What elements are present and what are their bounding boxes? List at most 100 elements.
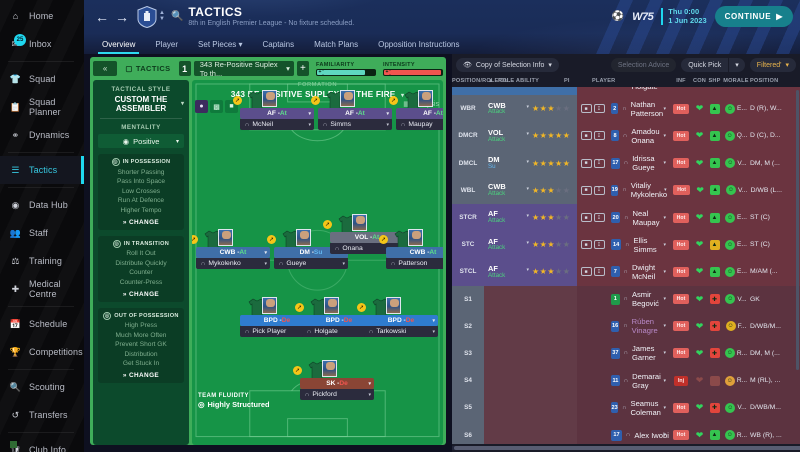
chevron-down-icon[interactable]: ▾ (663, 296, 666, 303)
sidebar-item-scouting[interactable]: 🔍 Scouting (0, 373, 84, 401)
cell-role[interactable]: DM Su ▾ (484, 149, 532, 177)
chevron-down-icon[interactable]: ▾ (663, 105, 666, 112)
cell-role[interactable]: BPDDefend▾ (484, 87, 532, 96)
cell-pi[interactable] (577, 286, 608, 313)
chevron-down-icon[interactable]: ▾ (663, 132, 666, 139)
pitch-player-card[interactable]: ➚VOL - At▾∩Onana▾ (323, 214, 404, 254)
pitch-player-card[interactable]: ➚ CWB - At ▾ ∩ Mykolenko ▾ (192, 229, 270, 269)
cell-player[interactable]: 20 ∩ Neal Maupay ▾ (608, 204, 670, 231)
table-row[interactable]: S1 1 ∩ Asmir Begović ▾ Hot ❤ ✚ ☺ V... GK (452, 285, 800, 313)
player-instructions-icon[interactable]: ■ (580, 267, 592, 277)
movement-arrow-icon[interactable]: ➚ (192, 235, 198, 244)
player-name-select[interactable]: ∩ Mykolenko ▾ (196, 258, 270, 269)
table-row[interactable]: DCLBPDDefend▾★★★★★■↧5∩Mason Holgate▾Hot❤… (452, 87, 800, 96)
sidebar-item-tactics[interactable]: ☰ Tactics (0, 156, 84, 184)
pitch-player-card[interactable]: ➚ AF - At ▾ ∩ McNeil ▾ (233, 90, 314, 130)
movement-arrow-icon[interactable]: ➚ (311, 96, 320, 105)
sidebar-item-home[interactable]: ⌂ Home (0, 2, 84, 30)
col-morale[interactable]: MORALE (723, 78, 749, 84)
movement-arrow-icon[interactable]: ➚ (233, 96, 242, 105)
player-download-icon[interactable]: ↧ (593, 267, 605, 277)
player-download-icon[interactable]: ↧ (593, 185, 605, 195)
sidebar-item-training[interactable]: ⚖ Training (0, 247, 84, 275)
stats-bar-icon[interactable]: ▩ (210, 100, 223, 113)
change-button[interactable]: » CHANGE (122, 290, 160, 298)
cell-pi[interactable]: ■↧ (577, 258, 608, 285)
player-role-select[interactable]: AF - At▾ (396, 108, 443, 119)
chevron-down-icon[interactable]: ▾ (663, 323, 666, 330)
horizontal-scrollbar[interactable] (454, 446, 800, 450)
player-name-select[interactable]: ∩ Tarkowski ▾ (364, 326, 438, 337)
chevron-down-icon[interactable]: ▾ (663, 432, 666, 439)
player-role-select[interactable]: AF - At▾ (318, 108, 392, 119)
col-pi[interactable]: PI (564, 78, 570, 84)
pitch-player-card[interactable]: ➚ SK - De ▾ ∩ Pickford ▾ (293, 360, 374, 400)
quick-pick-button[interactable]: Quick Pick (681, 58, 729, 72)
sidebar-item-medical-centre[interactable]: ✚ Medical Centre (0, 275, 84, 303)
player-instructions-icon[interactable]: ■ (580, 104, 592, 114)
player-name-select[interactable]: ∩ Simms ▾ (318, 119, 392, 130)
movement-arrow-icon[interactable]: ➚ (267, 235, 276, 244)
add-tactic-button[interactable]: + (296, 61, 309, 76)
cell-role[interactable]: VOL Attack ▾ (484, 122, 532, 150)
cell-role[interactable]: CWB Attack ▾ (484, 95, 532, 123)
cell-player[interactable]: 5∩Mason Holgate▾ (608, 87, 670, 95)
cell-player[interactable]: 17 ∩ Alex Iwobi ▾ (608, 421, 670, 444)
cell-player[interactable]: 11 ∩ Demarai Gray ▾ (608, 367, 670, 394)
cell-pi[interactable]: ■↧ (577, 231, 608, 258)
player-instructions-icon[interactable]: ■ (580, 185, 592, 195)
pitch-player-card[interactable]: ➚ BPD - De ▾ ∩ Tarkowski ▾ (357, 297, 438, 337)
sidebar-item-schedule[interactable]: 📅 Schedule (0, 310, 84, 338)
table-row[interactable]: STCL AF Attack ▾ ★ ★ ★ ★ ★ ■ ↧ 7 ∩ Dwight McNeil ▾ Hot ❤… (452, 258, 800, 286)
chevron-down-icon[interactable]: ▾ (663, 350, 666, 357)
player-download-icon[interactable]: ↧ (593, 213, 605, 223)
sidebar-item-data-hub[interactable]: ◉ Data Hub (0, 191, 84, 219)
col-player[interactable]: PLAYER (592, 78, 616, 84)
cell-player[interactable]: 1 ∩ Asmir Begović ▾ (608, 286, 670, 313)
table-row[interactable]: S3 37 ∩ James Garner ▾ Hot ❤ ✚ ☺ R... DM, M (... (452, 339, 800, 368)
cell-pi[interactable]: ■↧ (577, 204, 608, 231)
sidebar-item-transfers[interactable]: ↺ Transfers (0, 401, 84, 429)
player-instructions-icon[interactable]: ■ (580, 213, 592, 223)
movement-arrow-icon[interactable]: ➚ (323, 220, 332, 229)
continue-button[interactable]: CONTINUE ▶ (714, 6, 793, 27)
cell-pi[interactable]: ■↧ (577, 177, 608, 204)
cell-pi[interactable] (577, 313, 608, 340)
player-name-select[interactable]: ∩Patterson▾ (386, 258, 443, 269)
player-name-select[interactable]: ∩ Pickford ▾ (300, 389, 374, 400)
player-name-select[interactable]: ∩ Gueye ▾ (274, 258, 348, 269)
tab-match-plans[interactable]: Match Plans (314, 40, 359, 49)
movement-arrow-icon[interactable]: ➚ (379, 235, 388, 244)
chevron-down-icon[interactable]: ▾ (663, 404, 666, 411)
player-role-select[interactable]: CWB - At ▾ (196, 247, 270, 258)
col-position[interactable]: POSITION/ROLE/DU... (452, 78, 514, 84)
player-download-icon[interactable]: ↧ (593, 158, 605, 168)
col-inf[interactable]: INF (676, 78, 686, 84)
table-row[interactable]: S5 23 ∩ Seamus Coleman ▾ Hot ❤ ✚ ☺ V... D/WB/M... (452, 394, 800, 422)
player-role-select[interactable]: SK - De ▾ (300, 378, 374, 389)
search-icon[interactable]: 🔍 (170, 11, 184, 22)
mentality-select[interactable]: ◉ Positive ▾ (98, 134, 184, 149)
pitch-player-card[interactable]: ➚BPD - De▾∩Holgate▾ (295, 297, 376, 337)
tab-captains[interactable]: Captains (262, 40, 295, 49)
player-name-select[interactable]: ∩Maupay▾ (396, 119, 443, 130)
sidebar-item-squad-planner[interactable]: 📋 Squad Planner (0, 93, 84, 121)
player-info-icon[interactable]: ● (195, 100, 208, 113)
cell-pi[interactable]: ■↧ (577, 150, 608, 177)
forward-arrow-icon[interactable]: → (115, 8, 129, 25)
crest-switch-icon[interactable]: ▲ ▼ (159, 10, 165, 22)
sidebar-item-squad[interactable]: 👕 Squad (0, 65, 84, 93)
chevron-down-icon[interactable]: ▾ (663, 214, 666, 221)
player-instructions-icon[interactable]: ■ (580, 240, 592, 250)
table-row[interactable]: STC AF Attack ▾ ★ ★ ★ ★ ★ ■ ↧ 14 ∩ Ellis Simms ▾ Hot ❤ ▲ ☺… (452, 231, 800, 259)
sidebar-item-staff[interactable]: 👥 Staff (0, 219, 84, 247)
view-select[interactable]: 👁 Copy of Selection Info ▾ (456, 58, 559, 72)
cell-role[interactable]: CWB Attack ▾ (484, 176, 532, 204)
cell-pi[interactable] (577, 340, 608, 367)
chevron-down-icon[interactable]: ▾ (663, 377, 666, 384)
cell-pi[interactable]: ■↧ (577, 87, 608, 95)
pitch-player-card[interactable]: BPD - De▾∩Pick Player▾ (240, 297, 314, 337)
cell-player[interactable]: 2 ∩ Nathan Patterson ▾ (608, 95, 670, 122)
movement-arrow-icon[interactable]: ➚ (293, 366, 302, 375)
pitch-player-card[interactable]: ➚DM - Su▾∩Gueye▾ (267, 229, 348, 269)
